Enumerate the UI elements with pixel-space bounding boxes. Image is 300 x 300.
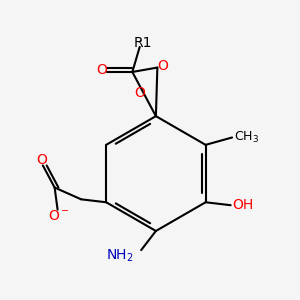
Text: O: O — [36, 153, 47, 167]
Text: O: O — [157, 59, 168, 73]
Text: CH$_3$: CH$_3$ — [234, 130, 259, 145]
Text: NH$_2$: NH$_2$ — [106, 248, 134, 264]
Text: O: O — [134, 85, 145, 100]
Text: O$^-$: O$^-$ — [48, 208, 70, 223]
Text: R1: R1 — [134, 35, 152, 50]
Text: OH: OH — [232, 198, 254, 212]
Text: O: O — [97, 63, 107, 76]
